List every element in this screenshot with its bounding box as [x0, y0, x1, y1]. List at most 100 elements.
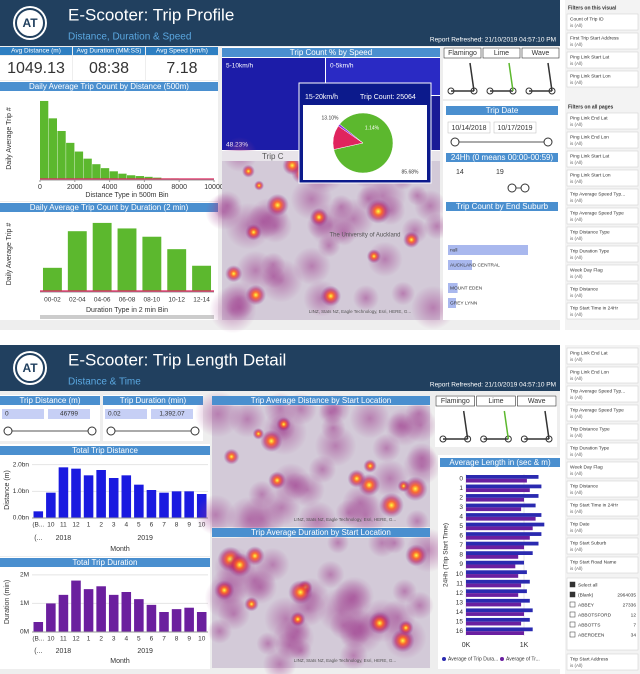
- brand-name[interactable]: Lime: [494, 50, 509, 57]
- filter-name[interactable]: Ping Link End Lat: [570, 350, 608, 356]
- filter-name[interactable]: Trip Start Time in 24Hr: [570, 305, 618, 311]
- slider-handle[interactable]: [87, 426, 97, 436]
- filter-name[interactable]: Ping Link End Lat: [570, 115, 608, 121]
- filter-card[interactable]: [566, 51, 639, 69]
- filter-name[interactable]: Trip Distance Type: [570, 426, 610, 432]
- brand-button[interactable]: [521, 47, 560, 59]
- filter-card[interactable]: [566, 131, 639, 149]
- list-item[interactable]: Select all: [578, 582, 597, 588]
- checkbox[interactable]: [569, 581, 576, 588]
- filter-name[interactable]: Trip Distance Type: [570, 229, 610, 235]
- hour-start[interactable]: 14: [456, 169, 464, 176]
- filter-card[interactable]: [566, 207, 639, 225]
- slider-handle[interactable]: [190, 426, 200, 436]
- value-box[interactable]: [48, 409, 90, 419]
- slider-handle[interactable]: [3, 426, 13, 436]
- filter-card[interactable]: [566, 347, 639, 365]
- filter-name[interactable]: Trip Start Time in 24Hr: [570, 502, 618, 508]
- list-item[interactable]: (Blank): [578, 592, 594, 598]
- filter-name[interactable]: Ping Link End Lon: [570, 369, 609, 375]
- filter-card[interactable]: [566, 302, 639, 320]
- checkbox[interactable]: [569, 601, 576, 608]
- filter-name[interactable]: Trip Average Speed Type: [570, 210, 624, 216]
- date-box[interactable]: [493, 121, 537, 134]
- filter-card[interactable]: [566, 499, 639, 517]
- filter-name[interactable]: Trip Date: [570, 521, 590, 527]
- list-item[interactable]: ABBOTTS: [578, 622, 600, 628]
- filter-name[interactable]: Ping Link End Lon: [570, 134, 609, 140]
- filter-name[interactable]: Trip Start Suburb: [570, 540, 607, 546]
- filter-name[interactable]: Trip Duration Type: [570, 248, 610, 254]
- filter-card[interactable]: [566, 226, 639, 244]
- value-box[interactable]: [2, 409, 44, 419]
- brand-button[interactable]: [517, 395, 557, 407]
- list-item[interactable]: ABBEY: [578, 602, 595, 608]
- filter-name[interactable]: Count of Trip ID: [570, 16, 604, 22]
- filter-name[interactable]: Ping Link Start Lon: [570, 172, 611, 178]
- list-item[interactable]: ABERDEEN: [578, 632, 605, 638]
- filter-name[interactable]: Trip Average Speed Typ...: [570, 191, 625, 197]
- filter-card[interactable]: [566, 13, 639, 31]
- filter-card[interactable]: [566, 283, 639, 301]
- filter-name[interactable]: Ping Link Start Lat: [570, 153, 610, 159]
- filter-card[interactable]: [566, 556, 639, 574]
- date-box[interactable]: [447, 121, 491, 134]
- filter-card[interactable]: [566, 480, 639, 498]
- slider-handle[interactable]: [507, 183, 517, 193]
- brand-button[interactable]: [435, 395, 475, 407]
- slider-handle[interactable]: [543, 137, 553, 147]
- checkbox[interactable]: [569, 631, 576, 638]
- brand-button[interactable]: [482, 47, 521, 59]
- filter-card[interactable]: [566, 423, 639, 441]
- filter-card[interactable]: [566, 461, 639, 479]
- slicer-end[interactable]: 46799: [60, 411, 78, 418]
- slicer-start[interactable]: 0.02: [108, 411, 121, 418]
- list-item[interactable]: ABBOTSFORD: [578, 612, 612, 618]
- brand-name[interactable]: Wave: [528, 398, 546, 405]
- value-box[interactable]: [151, 409, 193, 419]
- brand-name[interactable]: Lime: [488, 398, 503, 405]
- filter-card[interactable]: [566, 245, 639, 263]
- filter-card[interactable]: [566, 442, 639, 460]
- filter-card[interactable]: [566, 537, 639, 555]
- filter-card[interactable]: [566, 112, 639, 130]
- filter-card[interactable]: [566, 32, 639, 50]
- filter-card[interactable]: [566, 188, 639, 206]
- brand-name[interactable]: Flamingo: [448, 50, 477, 57]
- filter-card[interactable]: [566, 518, 639, 536]
- filter-name[interactable]: Trip Average Speed Typ...: [570, 388, 625, 394]
- slider-handle[interactable]: [106, 426, 116, 436]
- slider-handle[interactable]: [450, 137, 460, 147]
- filter-card[interactable]: [566, 366, 639, 384]
- slider-handle[interactable]: [520, 183, 530, 193]
- brand-button[interactable]: [443, 47, 482, 59]
- value-box[interactable]: [105, 409, 147, 419]
- filter-name[interactable]: Trip Duration Type: [570, 445, 610, 451]
- filter-name[interactable]: Week Day Flag: [570, 464, 603, 470]
- filter-name[interactable]: Trip Average Speed Type: [570, 407, 624, 413]
- checkbox[interactable]: [569, 611, 576, 618]
- filter-name[interactable]: Week Day Flag: [570, 267, 603, 273]
- filter-card[interactable]: [566, 150, 639, 168]
- filter-name[interactable]: Trip Distance: [570, 483, 598, 489]
- filter-card[interactable]: [566, 404, 639, 422]
- filter-name[interactable]: Trip Distance: [570, 286, 598, 292]
- slicer-end[interactable]: 1,392.07: [159, 411, 185, 418]
- date-end[interactable]: 10/17/2019: [497, 125, 532, 132]
- brand-name[interactable]: Flamingo: [441, 398, 470, 405]
- brand-button[interactable]: [476, 395, 516, 407]
- filter-card[interactable]: [566, 264, 639, 282]
- filter-card[interactable]: [566, 653, 639, 671]
- hour-end[interactable]: 19: [496, 169, 504, 176]
- date-start[interactable]: 10/14/2018: [451, 125, 486, 132]
- filter-name[interactable]: Trip Start Address: [570, 656, 609, 662]
- filter-name[interactable]: Trip Start Road Name: [570, 559, 617, 565]
- filter-name[interactable]: Ping Link Start Lon: [570, 73, 611, 79]
- filter-card[interactable]: [566, 169, 639, 187]
- filter-card[interactable]: [566, 70, 639, 88]
- filter-card[interactable]: [566, 385, 639, 403]
- brand-name[interactable]: Wave: [532, 50, 550, 57]
- filter-name[interactable]: First Trip Start Address: [570, 35, 619, 41]
- slicer-start[interactable]: 0: [5, 411, 9, 418]
- checkbox[interactable]: [569, 591, 576, 598]
